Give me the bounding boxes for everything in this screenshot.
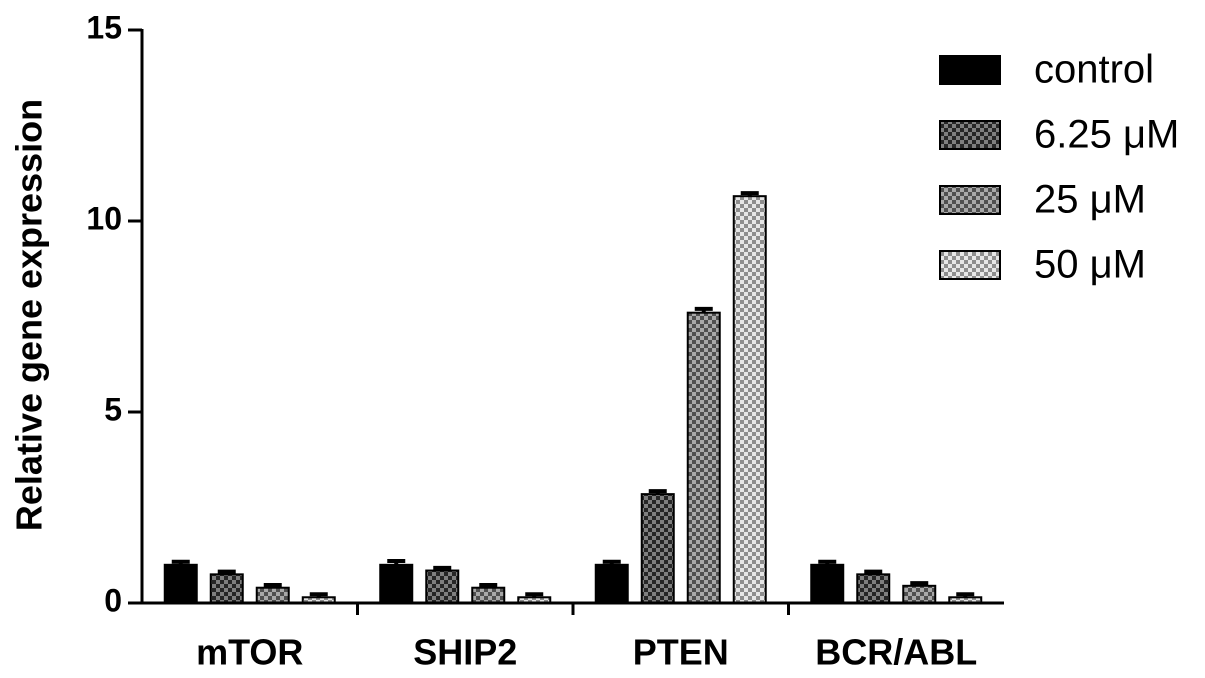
- error-bar: [309, 592, 328, 598]
- error-bar: [910, 581, 929, 586]
- bar: [902, 584, 937, 604]
- bar: [732, 195, 767, 604]
- error-bar: [694, 306, 713, 313]
- x-tick-label: SHIP2: [413, 632, 517, 673]
- error-bar: [740, 191, 759, 197]
- y-tick-label: 10: [86, 200, 122, 236]
- x-tick-label: BCR/ABL: [815, 632, 977, 673]
- error-bar: [433, 565, 452, 571]
- error-bar: [525, 592, 544, 598]
- error-bar: [864, 569, 883, 575]
- y-axis-title: Relative gene expression: [9, 99, 50, 531]
- legend-label: 6.25 μM: [1034, 113, 1179, 157]
- error-bar: [956, 592, 975, 598]
- error-bar: [818, 559, 837, 565]
- y-tick-label: 5: [104, 391, 122, 427]
- bar: [640, 493, 675, 605]
- bar: [686, 311, 721, 604]
- bar: [425, 569, 460, 605]
- bar: [163, 563, 198, 604]
- error-bar: [263, 583, 282, 588]
- legend-swatch: [939, 185, 1001, 215]
- bar: [255, 586, 290, 604]
- error-bar: [217, 569, 236, 575]
- legend-label: control: [1034, 48, 1154, 92]
- error-bar: [387, 558, 406, 565]
- x-tick-label: mTOR: [196, 632, 303, 673]
- error-bar: [602, 559, 621, 565]
- bar: [471, 586, 506, 604]
- error-bar: [479, 583, 498, 588]
- error-bar: [171, 559, 190, 565]
- bar: [379, 563, 414, 604]
- legend-swatch: [939, 250, 1001, 280]
- legend-swatch: [939, 120, 1001, 150]
- y-tick-label: 15: [86, 9, 122, 45]
- y-tick-label: 0: [104, 582, 122, 618]
- legend-swatch: [939, 55, 1001, 85]
- bar: [594, 563, 629, 604]
- x-tick-label: PTEN: [633, 632, 729, 673]
- bar: [209, 573, 244, 604]
- bar: [810, 563, 845, 604]
- error-bar: [648, 489, 667, 495]
- bar: [856, 573, 891, 604]
- legend-label: 25 μM: [1034, 178, 1146, 222]
- legend-label: 50 μM: [1034, 243, 1146, 287]
